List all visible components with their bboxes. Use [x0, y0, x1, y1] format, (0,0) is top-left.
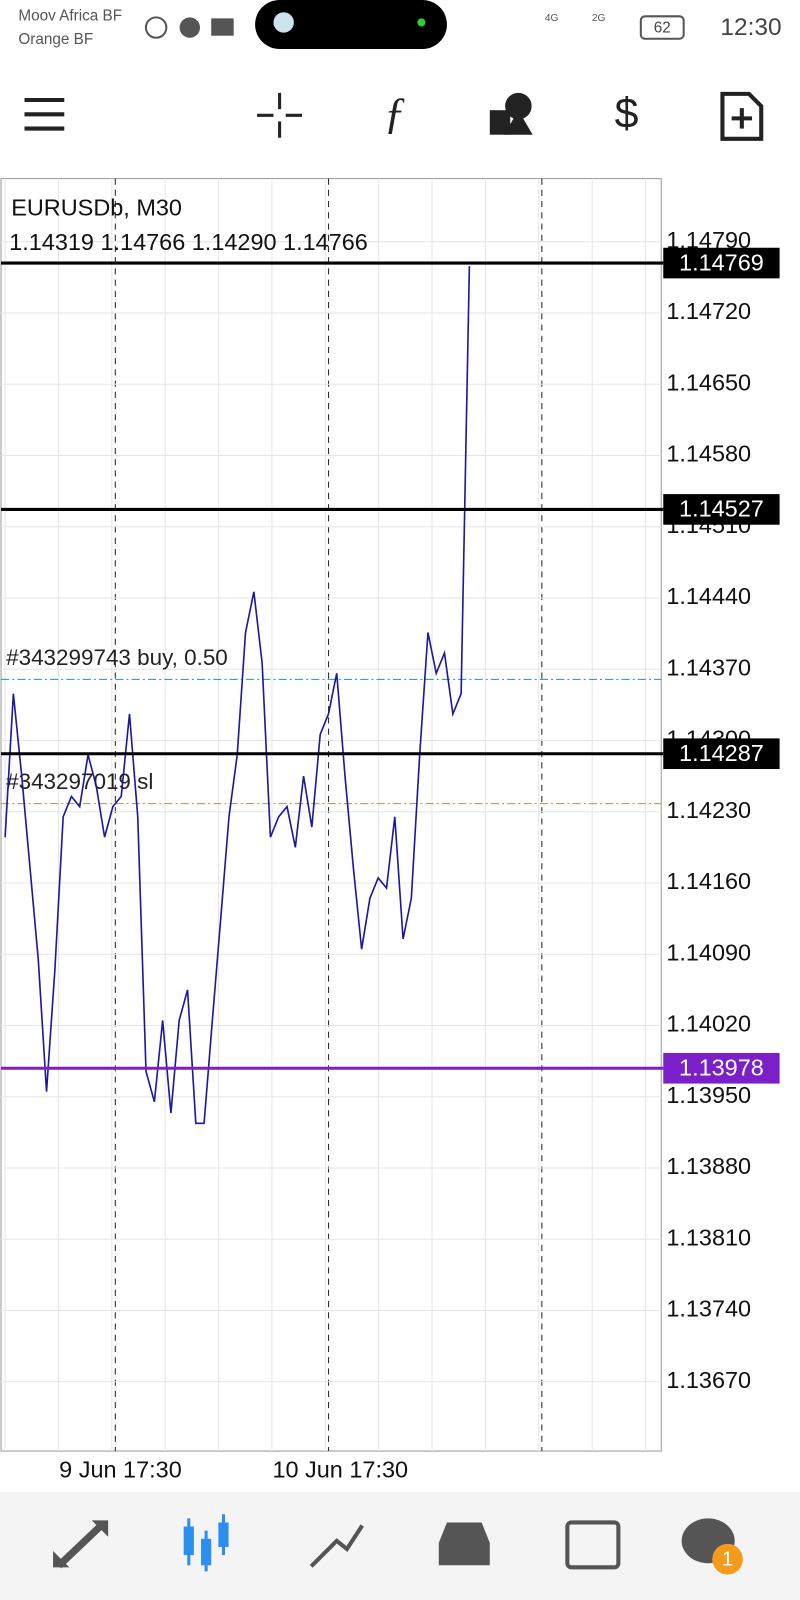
symbol: EURUSDb, M30: [11, 194, 182, 220]
chart-tab[interactable]: [183, 1514, 229, 1572]
icon: [179, 17, 200, 38]
y-tick-label: 1.14440: [666, 583, 751, 609]
order-label: #343297019 sl: [6, 769, 153, 794]
y-tick-label: 1.14160: [666, 868, 751, 894]
history-tab[interactable]: [438, 1522, 490, 1566]
y-tick-label: 1.13950: [666, 1082, 751, 1108]
y-tick-label: 1.14020: [666, 1011, 751, 1037]
chart-frame: [0, 178, 662, 1452]
crosshair-button[interactable]: [257, 92, 303, 138]
bottom-nav: [0, 1491, 800, 1600]
y-tick-label: 1.14370: [666, 654, 751, 680]
price-tag-label: 1.13978: [679, 1054, 764, 1080]
x-tick-label: 9 Jun 17:30: [59, 1457, 182, 1483]
y-tick-label: 1.14230: [666, 797, 751, 823]
icon: [417, 18, 426, 27]
clock: 12:30: [720, 14, 781, 41]
y-tick-label: 1.13880: [666, 1153, 751, 1179]
price-tag: [663, 247, 780, 279]
network: 2G: [592, 13, 606, 24]
news-tab[interactable]: [565, 1520, 621, 1570]
y-tick-label: 1.13740: [666, 1296, 751, 1322]
indicators-button[interactable]: ƒ: [384, 88, 406, 138]
icon: [211, 18, 234, 36]
order-label: #343299743 buy, 0.50: [6, 645, 228, 670]
menu-button[interactable]: [24, 97, 65, 131]
carrier: Orange BF: [18, 31, 93, 48]
y-tick-label: 1.14650: [666, 369, 751, 395]
icon: [273, 12, 294, 33]
price-tag: [663, 738, 780, 770]
network: 4G: [545, 13, 559, 24]
trade-button[interactable]: $: [615, 90, 639, 138]
price-tag-label: 1.14769: [679, 249, 764, 275]
price-tag-label: 1.14527: [679, 496, 764, 522]
new-order-button[interactable]: [720, 91, 764, 141]
battery-level: 62: [654, 20, 671, 37]
chart: 1.147901.147201.146501.145801.145101.144…: [1, 178, 780, 1452]
y-tick-label: 1.14090: [666, 939, 751, 965]
y-tick-label: 1.13810: [666, 1224, 751, 1250]
price-tag: [663, 494, 780, 525]
x-tick-label: 10 Jun 17:30: [272, 1457, 408, 1483]
icon: [144, 16, 168, 39]
badge: [712, 1543, 743, 1575]
y-tick-label: 1.14720: [666, 298, 751, 324]
badge-count: 1: [722, 1549, 733, 1571]
price-line: [4, 266, 471, 1125]
battery: [639, 15, 685, 40]
ohlc: 1.14319 1.14766 1.14290 1.14766: [9, 229, 368, 255]
objects-button[interactable]: [489, 92, 533, 135]
trade-tab[interactable]: [309, 1524, 364, 1568]
y-tick-label: 1.13670: [666, 1367, 751, 1393]
camera-cutout: [255, 0, 447, 49]
price-tag: [663, 1052, 780, 1084]
y-tick-label: 1.14580: [666, 441, 751, 467]
price-tag-label: 1.14287: [679, 740, 764, 766]
carrier: Moov Africa BF: [18, 7, 122, 24]
